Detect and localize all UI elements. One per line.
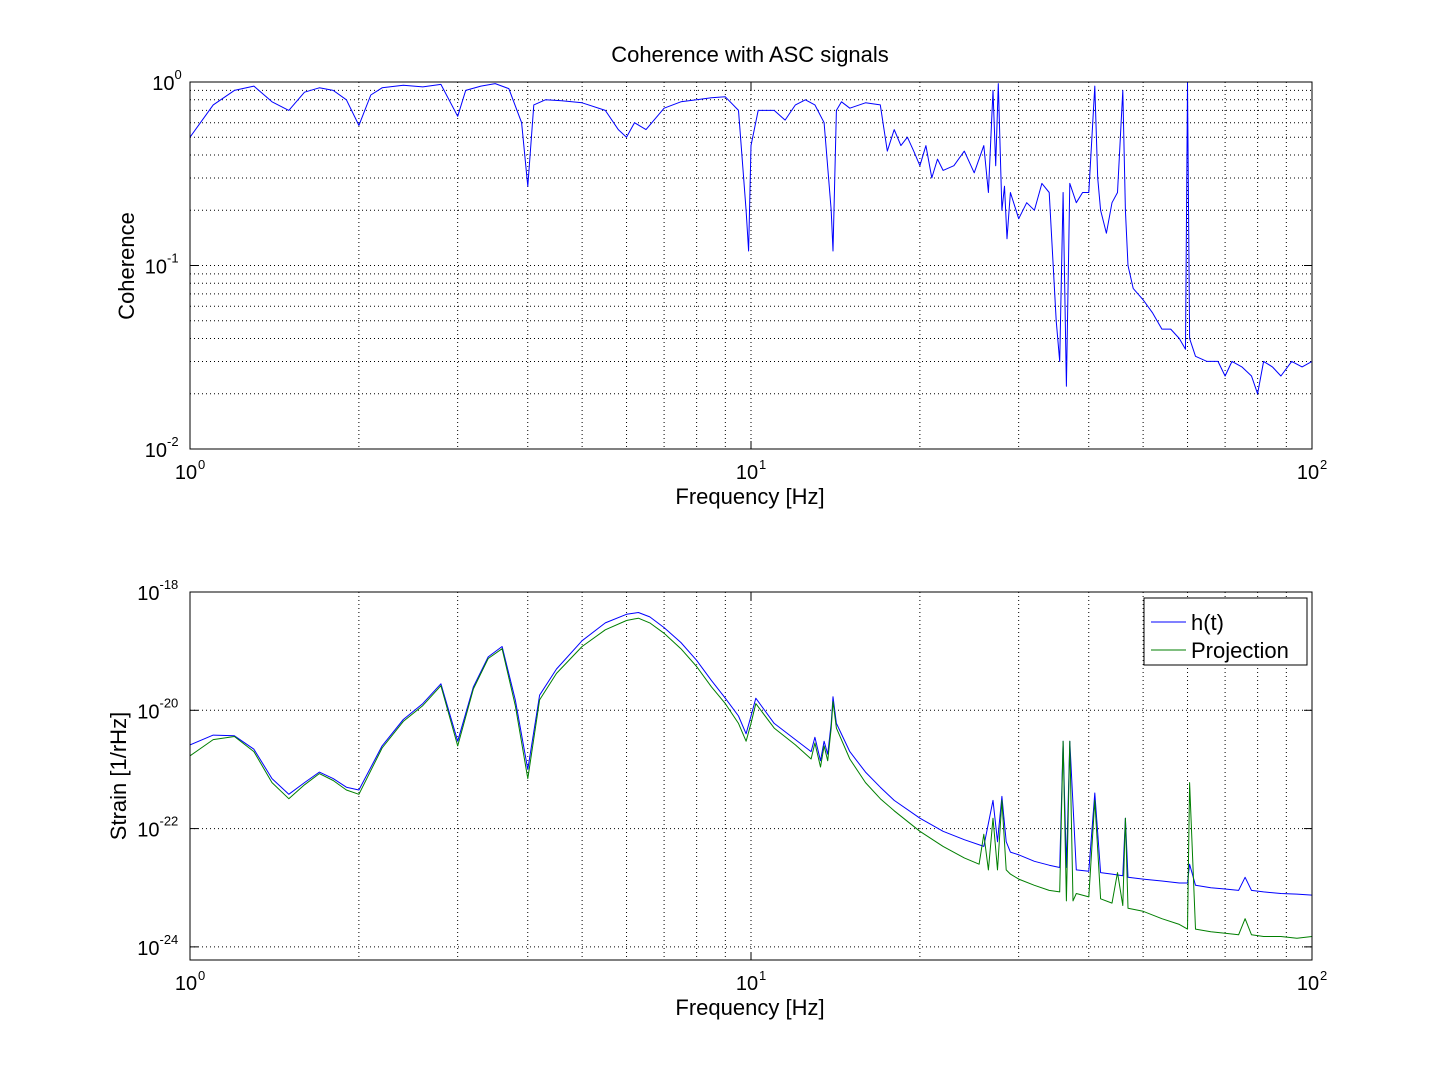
coherence-y-axis-label: Coherence [114, 212, 139, 320]
svg-text:10: 10 [137, 820, 159, 842]
strain-y-tick-label: 10 -20 [137, 695, 178, 723]
svg-text:1: 1 [759, 457, 766, 472]
svg-text:-22: -22 [160, 814, 179, 829]
coherence-chart-title: Coherence with ASC signals [611, 42, 889, 67]
strain-y-axis-label: Strain [1/rHz] [106, 712, 131, 840]
svg-text:-2: -2 [167, 434, 179, 449]
coherence-grid [190, 82, 1312, 449]
strain-x-tick-label: 10 2 [1297, 968, 1327, 995]
svg-text:10: 10 [1297, 973, 1319, 995]
svg-text:10: 10 [145, 257, 167, 279]
strain-series-group [190, 612, 1312, 939]
coherence-y-tick-label: 10 -1 [145, 251, 179, 279]
svg-text:10: 10 [145, 440, 167, 462]
svg-text:10: 10 [736, 973, 758, 995]
strain-legend: h(t) Projection [1143, 597, 1308, 666]
coherence-panel: Coherence with ASC signals 10 0 10 1 10 210 01… [114, 42, 1327, 509]
strain-grid [190, 592, 1312, 960]
strain-y-tick-label: 10 -18 [137, 577, 178, 605]
svg-text:0: 0 [198, 968, 205, 983]
svg-text:10: 10 [137, 701, 159, 723]
svg-text:2: 2 [1320, 968, 1327, 983]
svg-text:-20: -20 [160, 695, 179, 710]
coherence-x-tick-label: 10 2 [1297, 457, 1327, 484]
svg-text:-18: -18 [160, 577, 179, 592]
svg-text:10: 10 [137, 583, 159, 605]
svg-text:10: 10 [175, 973, 197, 995]
svg-text:10: 10 [1297, 462, 1319, 484]
strain-y-tick-label: 10 -22 [137, 814, 178, 842]
coherence-x-axis-label: Frequency [Hz] [675, 484, 824, 509]
legend-box [1143, 597, 1308, 666]
svg-text:10: 10 [137, 938, 159, 960]
svg-text:-1: -1 [167, 251, 179, 266]
strain-x-tick-label: 10 0 [175, 968, 205, 995]
series-line-projection [190, 617, 1312, 939]
svg-text:10: 10 [736, 462, 758, 484]
strain-x-tick-label: 10 1 [736, 968, 766, 995]
strain-y-tick-label: 10 -24 [137, 932, 178, 960]
coherence-ticks: 10 0 10 1 10 210 010 -110 -2 [145, 67, 1327, 484]
strain-x-axis-label: Frequency [Hz] [675, 995, 824, 1020]
coherence-series [190, 82, 1312, 395]
svg-text:0: 0 [198, 457, 205, 472]
coherence-x-tick-label: 10 0 [175, 457, 205, 484]
series-line-coherence [190, 82, 1312, 395]
legend-label-projection: Projection [1191, 638, 1289, 663]
coherence-y-tick-label: 10 -2 [145, 434, 179, 462]
svg-text:0: 0 [175, 67, 182, 82]
coherence-y-tick-label: 10 0 [152, 67, 181, 95]
svg-text:1: 1 [759, 968, 766, 983]
legend-label-h-t: h(t) [1191, 610, 1224, 635]
svg-text:-24: -24 [160, 932, 179, 947]
svg-text:2: 2 [1320, 457, 1327, 472]
strain-series [190, 612, 1312, 939]
svg-text:10: 10 [152, 73, 174, 95]
svg-text:10: 10 [175, 462, 197, 484]
coherence-series-group [190, 82, 1312, 395]
coherence-x-tick-label: 10 1 [736, 457, 766, 484]
